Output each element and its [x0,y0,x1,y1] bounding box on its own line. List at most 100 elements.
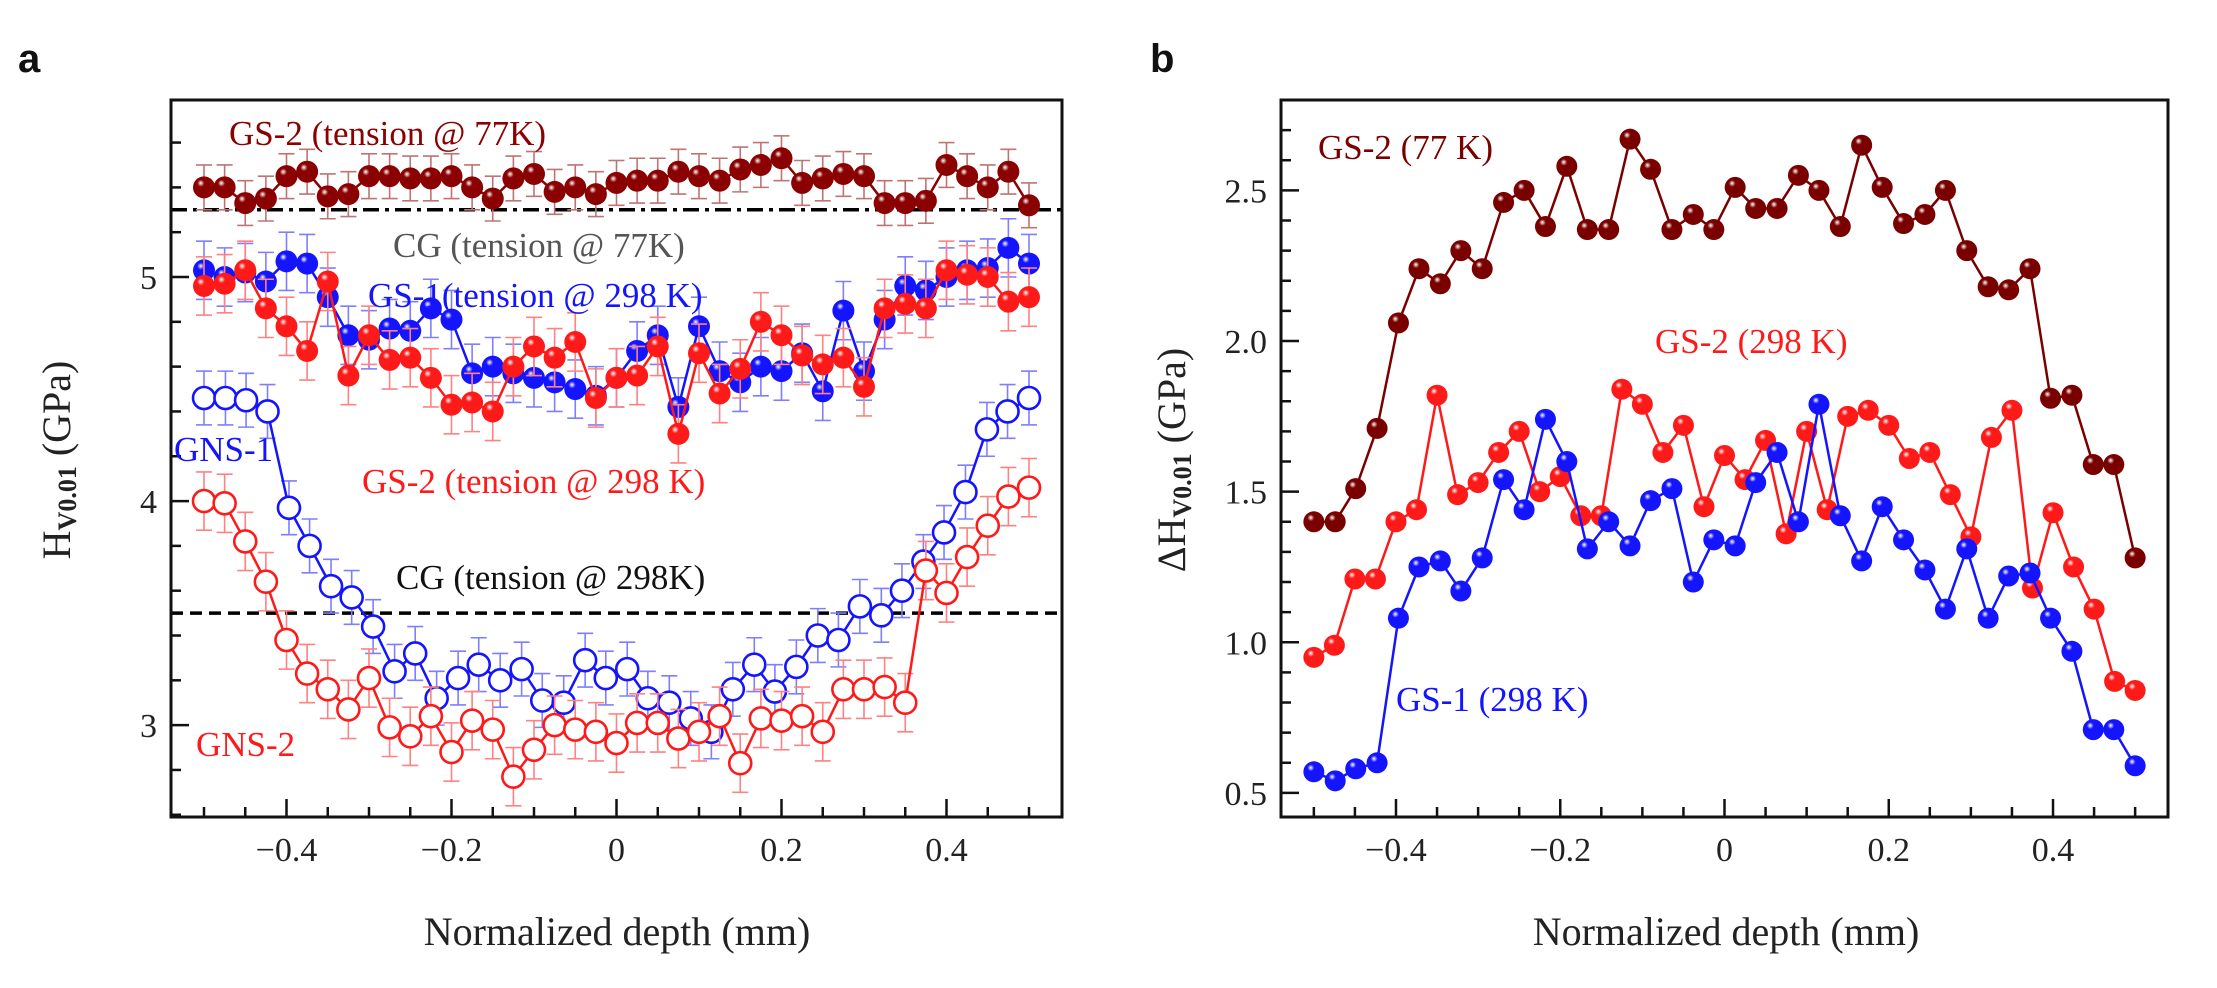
data-point [584,183,607,206]
data-point [997,290,1020,313]
data-point [1576,538,1598,560]
annotation-gs2-77k: GS-2 (tension @ 77K) [229,114,546,153]
data-point [1703,529,1725,551]
data-point [502,167,525,190]
data-point [727,750,753,776]
y-axis-title-main: ΔH [1149,518,1194,573]
data-point [1893,213,1915,235]
data-point [1919,441,1941,463]
data-point [360,614,386,639]
data-point [1344,568,1366,590]
data-point [193,176,215,199]
data-point [892,690,918,716]
data-point [2124,547,2146,569]
data-point [646,169,669,192]
y-axis-title-a: HV0.01 (GPa) [34,361,82,560]
data-point [749,153,772,176]
data-point [358,165,380,188]
data-point [337,183,360,206]
data-point [378,348,401,371]
data-point [593,665,619,691]
data-point [543,180,566,203]
data-point [954,544,980,570]
y-axis-title-main: H [34,530,79,559]
data-point [1661,478,1683,500]
data-point [297,533,322,559]
data-point [1796,420,1818,442]
annotation-gs2-77k-b: GS-2 (77 K) [1318,128,1493,167]
data-point [1429,273,1451,295]
data-point [2042,502,2064,524]
data-point [1324,511,1346,533]
data-point [741,652,767,677]
series-gs-2-tension-298-k- [193,240,1040,464]
data-point [2124,755,2146,777]
data-point [826,627,851,653]
data-point [1939,484,1961,506]
data-point [853,375,875,398]
data-point [749,310,772,333]
data-point [1851,550,1873,572]
data-point [748,706,774,731]
data-point [1556,451,1578,473]
data-point [626,169,649,192]
data-point [624,710,650,736]
data-point [1018,252,1040,275]
data-point [1018,194,1040,217]
data-point [997,236,1020,259]
data-point [1672,414,1694,436]
data-point [1893,529,1915,551]
data-point [935,153,958,176]
data-point [296,252,319,275]
data-point [605,171,628,194]
y-tick-label: 4 [140,484,157,521]
data-point [1766,197,1788,219]
data-point [562,717,588,742]
panel-label-a: a [18,37,41,81]
data-point [1682,203,1704,225]
y-tick-label: 2.5 [1225,173,1268,210]
data-point [1829,505,1851,527]
data-point [1640,490,1662,512]
data-point [1508,420,1530,442]
data-point [564,330,587,353]
data-point [667,160,690,183]
x-tick-label: 0 [1716,832,1733,869]
data-point [1488,441,1510,463]
data-point [2124,679,2146,701]
y-tick-label: 3 [140,708,157,745]
data-point [1998,565,2020,587]
data-point [931,520,957,545]
data-point [294,661,320,686]
data-point [1808,179,1830,201]
data-point [811,353,834,376]
data-point [1898,448,1920,469]
series-gs-1-298-k- [1303,393,2146,792]
x-tick-label: −0.4 [1365,832,1427,869]
data-point [2063,556,2085,578]
data-point [914,297,937,320]
data-point [440,393,463,416]
y-tick-label: 2.0 [1225,324,1268,361]
data-point [1871,496,1893,518]
series-gs-2-298-k- [1303,378,2146,701]
data-point [2019,562,2041,584]
data-point [255,399,280,424]
data-point [894,192,917,215]
y-axis-title-sub: V0.01 [1168,453,1197,517]
x-tick-label: −0.4 [256,832,318,869]
data-point [1808,393,1830,415]
data-point [810,719,836,745]
data-point [749,355,772,378]
data-point [551,690,577,716]
x-tick-label: −0.2 [1529,832,1591,869]
y-tick-label: 0.5 [1225,776,1268,813]
data-point [1871,176,1893,198]
data-point [935,259,958,282]
data-point [873,297,896,320]
data-point [707,703,732,729]
data-point [339,585,364,610]
data-point [253,569,279,595]
data-point [274,627,299,653]
data-point [397,724,423,749]
